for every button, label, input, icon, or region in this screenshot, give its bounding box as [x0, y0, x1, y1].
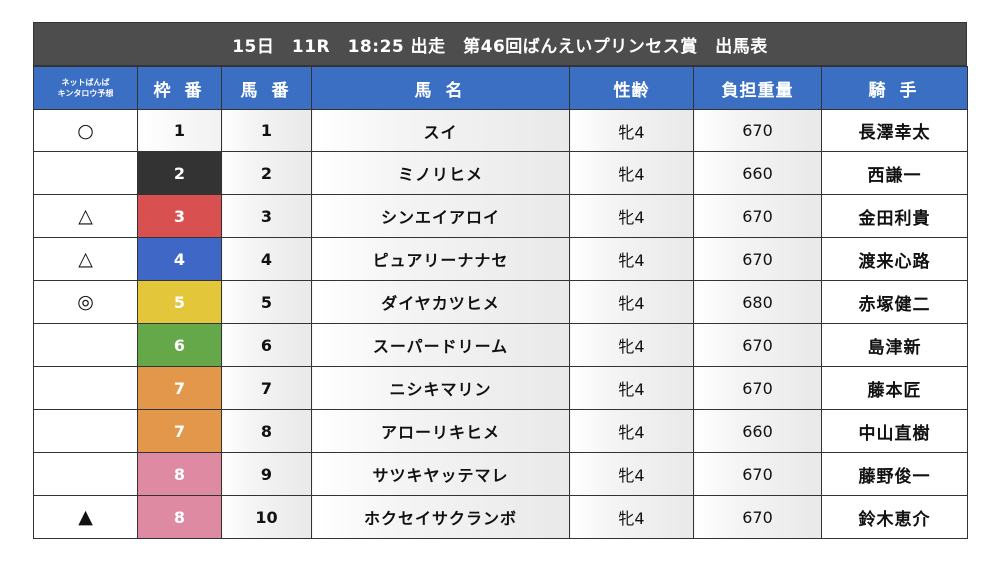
horse-name: スイ: [311, 109, 570, 152]
waku-number: 5: [137, 280, 222, 324]
sex-age: 牝4: [569, 237, 694, 281]
waku-number: 7: [137, 409, 222, 453]
waku-number: 6: [137, 323, 222, 367]
table-row: 6 6 スーパードリーム 牝4 670 島津新: [33, 323, 968, 367]
sex-age: 牝4: [569, 109, 694, 152]
burden-weight: 670: [693, 323, 822, 367]
horse-name: スーパードリーム: [311, 323, 570, 367]
prediction-mark: ○: [33, 109, 138, 152]
sex-age: 牝4: [569, 366, 694, 410]
header-umaban: 馬 番: [221, 66, 312, 110]
prediction-mark: ▲: [33, 495, 138, 539]
sex-age: 牝4: [569, 323, 694, 367]
waku-number: 8: [137, 495, 222, 539]
waku-number: 3: [137, 194, 222, 238]
prediction-mark: [33, 323, 138, 367]
table-row: △ 3 3 シンエイアロイ 牝4 670 金田利貴: [33, 194, 968, 238]
burden-weight: 670: [693, 109, 822, 152]
burden-weight: 670: [693, 452, 822, 496]
burden-weight: 660: [693, 151, 822, 195]
jockey-name: 金田利貴: [821, 194, 968, 238]
entry-table: ネットばんば キンタロウ予想 枠 番 馬 番 馬 名 性齢 負担重量 騎 手 ○…: [33, 66, 968, 539]
sex-age: 牝4: [569, 280, 694, 324]
prediction-mark: [33, 366, 138, 410]
jockey-name: 藤本匠: [821, 366, 968, 410]
waku-number: 8: [137, 452, 222, 496]
burden-weight: 670: [693, 495, 822, 539]
table-header-row: ネットばんば キンタロウ予想 枠 番 馬 番 馬 名 性齢 負担重量 騎 手: [33, 66, 968, 110]
horse-number: 2: [221, 151, 312, 195]
prediction-mark: [33, 452, 138, 496]
prediction-mark: △: [33, 237, 138, 281]
jockey-name: 島津新: [821, 323, 968, 367]
waku-number: 7: [137, 366, 222, 410]
table-row: ◎ 5 5 ダイヤカツヒメ 牝4 680 赤塚健二: [33, 280, 968, 324]
burden-weight: 660: [693, 409, 822, 453]
burden-weight: 670: [693, 194, 822, 238]
sex-age: 牝4: [569, 495, 694, 539]
sex-age: 牝4: [569, 151, 694, 195]
race-card: 15日 11R 18:25 出走 第46回ばんえいプリンセス賞 出馬表 ネットば…: [33, 22, 968, 539]
horse-name: ニシキマリン: [311, 366, 570, 410]
jockey-name: 渡来心路: [821, 237, 968, 281]
table-row: 7 7 ニシキマリン 牝4 670 藤本匠: [33, 366, 968, 410]
horse-name: アローリキヒメ: [311, 409, 570, 453]
horse-number: 4: [221, 237, 312, 281]
horse-number: 5: [221, 280, 312, 324]
sex-age: 牝4: [569, 409, 694, 453]
horse-number: 10: [221, 495, 312, 539]
horse-number: 1: [221, 109, 312, 152]
prediction-mark: [33, 151, 138, 195]
table-row: △ 4 4 ピュアリーナナセ 牝4 670 渡来心路: [33, 237, 968, 281]
horse-name: ダイヤカツヒメ: [311, 280, 570, 324]
race-title: 15日 11R 18:25 出走 第46回ばんえいプリンセス賞 出馬表: [33, 22, 967, 66]
horse-number: 7: [221, 366, 312, 410]
horse-number: 6: [221, 323, 312, 367]
horse-name: ピュアリーナナセ: [311, 237, 570, 281]
horse-name: シンエイアロイ: [311, 194, 570, 238]
table-row: 8 9 サツキヤッテマレ 牝4 670 藤野俊一: [33, 452, 968, 496]
header-jockey: 騎 手: [821, 66, 968, 110]
horse-number: 8: [221, 409, 312, 453]
horse-number: 9: [221, 452, 312, 496]
header-prediction-line1: ネットばんば: [61, 78, 110, 87]
burden-weight: 680: [693, 280, 822, 324]
burden-weight: 670: [693, 366, 822, 410]
jockey-name: 鈴木恵介: [821, 495, 968, 539]
header-prediction-line2: キンタロウ予想: [57, 89, 114, 98]
table-row: ○ 1 1 スイ 牝4 670 長澤幸太: [33, 109, 968, 152]
prediction-mark: [33, 409, 138, 453]
sex-age: 牝4: [569, 194, 694, 238]
jockey-name: 中山直樹: [821, 409, 968, 453]
jockey-name: 藤野俊一: [821, 452, 968, 496]
prediction-mark: ◎: [33, 280, 138, 324]
header-sex-age: 性齢: [569, 66, 694, 110]
table-row: 2 2 ミノリヒメ 牝4 660 西謙一: [33, 151, 968, 195]
waku-number: 4: [137, 237, 222, 281]
prediction-mark: △: [33, 194, 138, 238]
sex-age: 牝4: [569, 452, 694, 496]
jockey-name: 長澤幸太: [821, 109, 968, 152]
header-weight: 負担重量: [693, 66, 822, 110]
horse-name: サツキヤッテマレ: [311, 452, 570, 496]
header-waku: 枠 番: [137, 66, 222, 110]
horse-name: ミノリヒメ: [311, 151, 570, 195]
jockey-name: 西謙一: [821, 151, 968, 195]
waku-number: 1: [137, 109, 222, 152]
table-row: ▲ 8 10 ホクセイサクランボ 牝4 670 鈴木恵介: [33, 495, 968, 539]
burden-weight: 670: [693, 237, 822, 281]
horse-name: ホクセイサクランボ: [311, 495, 570, 539]
jockey-name: 赤塚健二: [821, 280, 968, 324]
horse-number: 3: [221, 194, 312, 238]
table-row: 7 8 アローリキヒメ 牝4 660 中山直樹: [33, 409, 968, 453]
header-prediction: ネットばんば キンタロウ予想: [33, 66, 138, 110]
waku-number: 2: [137, 151, 222, 195]
header-horse-name: 馬 名: [311, 66, 570, 110]
